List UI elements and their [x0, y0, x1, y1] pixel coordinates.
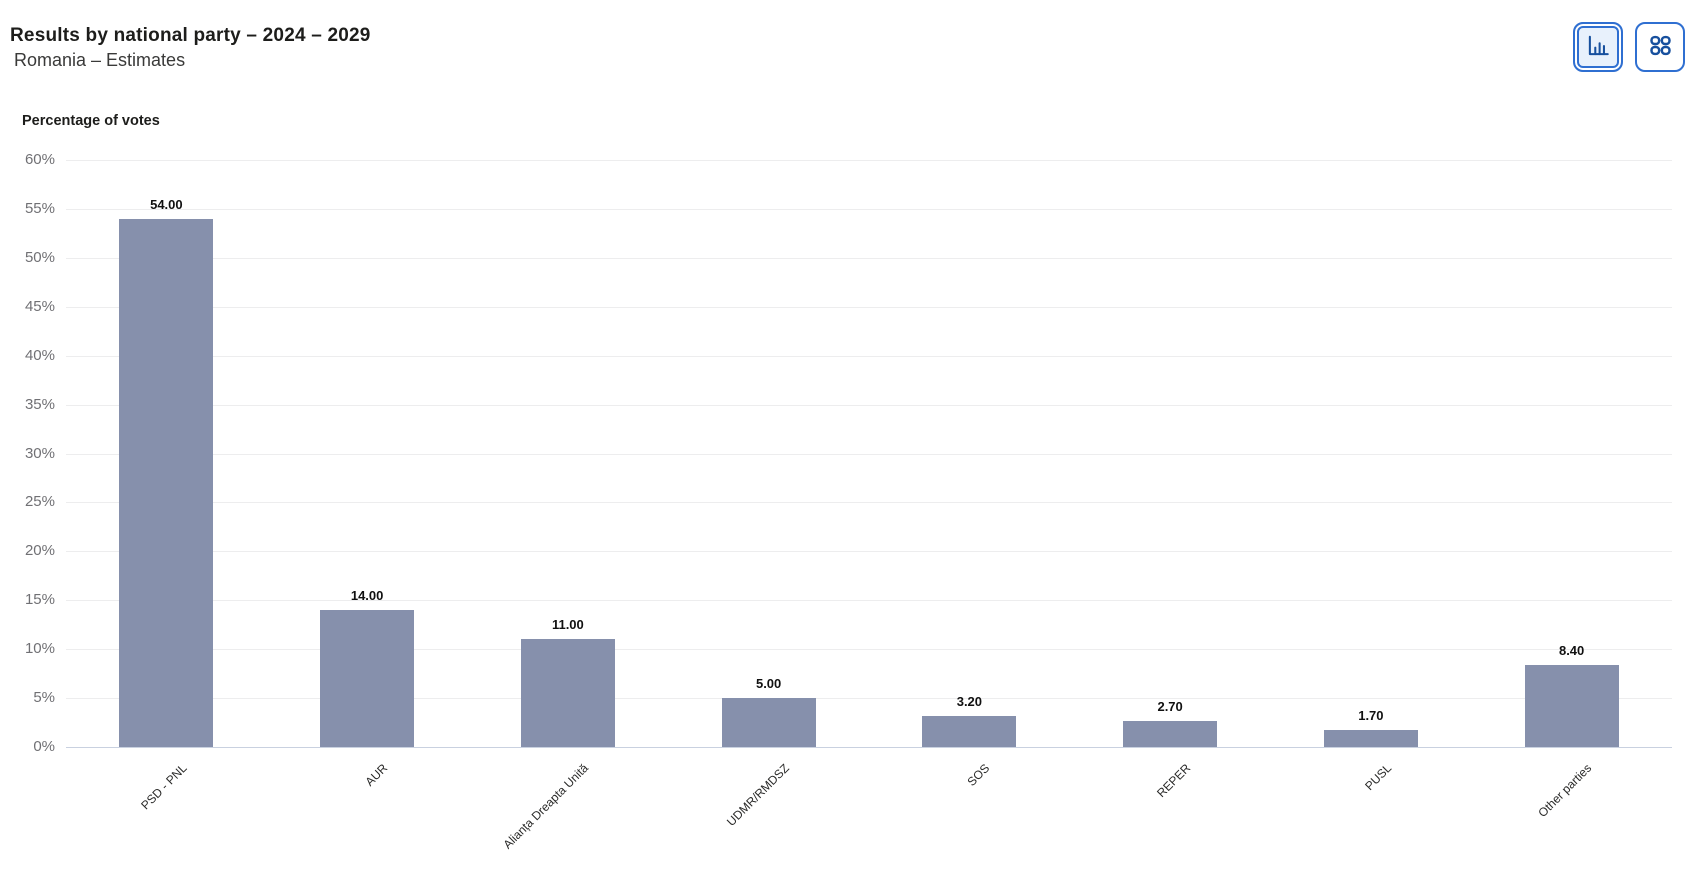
bar[interactable]	[1123, 720, 1218, 747]
y-axis-title: Percentage of votes	[22, 113, 160, 129]
x-axis-label: SOS	[964, 761, 993, 789]
gridline	[66, 355, 1672, 357]
bar[interactable]	[1524, 664, 1619, 747]
x-axis-line	[66, 747, 1672, 748]
y-axis-tick-label: 40%	[24, 346, 55, 364]
bar-value-label: 5.00	[755, 676, 782, 692]
bar-value-label: 14.00	[350, 588, 384, 604]
page-title: Results by national party – 2024 – 2029	[10, 24, 371, 46]
x-axis-label: REPER	[1153, 761, 1194, 801]
y-axis-tick-label: 15%	[24, 591, 55, 609]
y-axis-tick-label: 60%	[24, 151, 55, 168]
gridline	[66, 257, 1672, 259]
gridline	[66, 208, 1672, 210]
bar-chart-icon	[1585, 33, 1611, 62]
y-axis-tick-label: 55%	[24, 199, 55, 217]
y-axis-tick-label: 10%	[24, 640, 55, 658]
gridline	[66, 502, 1672, 504]
bar-value-label: 11.00	[551, 617, 584, 633]
gridline	[66, 404, 1672, 406]
y-axis-tick-label: 20%	[24, 542, 55, 560]
bar[interactable]	[922, 715, 1017, 747]
gridline	[66, 453, 1672, 455]
bar[interactable]	[520, 639, 615, 747]
x-axis-label: Alianța Dreapta Unită	[500, 761, 591, 852]
y-axis-tick-label: 30%	[24, 444, 55, 462]
bar[interactable]	[721, 698, 816, 747]
bar-value-label: 8.40	[1558, 642, 1585, 658]
y-axis-tick-label: 25%	[24, 493, 55, 511]
gridline	[66, 600, 1672, 602]
bar-chart-view-button[interactable]	[1573, 22, 1623, 72]
bar-value-label: 54.00	[150, 196, 183, 212]
x-axis-label: Other parties	[1535, 761, 1595, 820]
gridline	[66, 698, 1672, 700]
bar[interactable]	[1323, 730, 1418, 747]
gridline	[66, 649, 1672, 651]
x-axis-label: AUR	[362, 761, 391, 789]
x-axis-label: PSD - PNL	[137, 761, 190, 813]
bar[interactable]	[119, 218, 214, 747]
bar-value-label: 2.70	[1157, 698, 1183, 714]
page-subtitle: Romania – Estimates	[14, 50, 186, 70]
y-axis-tick-label: 5%	[33, 689, 55, 707]
bar-value-label: 1.70	[1358, 708, 1384, 724]
grid-view-button[interactable]	[1635, 22, 1685, 72]
gridline	[66, 551, 1672, 553]
gridline	[66, 160, 1672, 161]
x-axis-label: UDMR/RMDSZ	[723, 761, 792, 829]
bar[interactable]	[320, 610, 415, 747]
y-axis-tick-label: 50%	[24, 248, 55, 266]
gridline	[66, 306, 1672, 308]
y-axis-tick-label: 0%	[33, 738, 55, 755]
bar-value-label: 3.20	[956, 693, 983, 709]
y-axis-tick-label: 45%	[24, 297, 55, 315]
x-axis-label: PUSL	[1361, 761, 1394, 794]
grid-icon	[1647, 32, 1674, 62]
y-axis-tick-label: 35%	[24, 395, 55, 413]
